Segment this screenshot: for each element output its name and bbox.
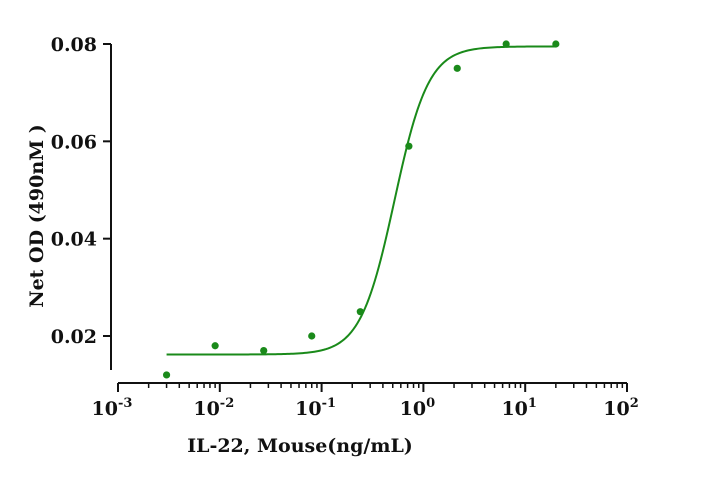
- data-point: [308, 332, 316, 340]
- data-point: [211, 342, 219, 350]
- data-point: [552, 40, 560, 48]
- y-tick-label: 0.02: [51, 326, 97, 348]
- data-point: [502, 40, 510, 48]
- x-axis-title: IL-22, Mouse(ng/mL): [187, 435, 413, 457]
- x-tick-label: 101: [501, 396, 537, 420]
- y-axis-title: Net OD (490nM ): [26, 124, 48, 308]
- data-point: [260, 347, 268, 355]
- x-tick-label: 10-2: [193, 396, 234, 420]
- data-point: [356, 308, 364, 316]
- data-point: [405, 142, 413, 150]
- y-tick-label: 0.06: [51, 131, 97, 153]
- data-points: [162, 40, 560, 379]
- y-tick-label: 0.08: [51, 34, 97, 56]
- axes: 0.02 0.04 0.06 0.08 10-3 10-2 10-1 100 101 102: [51, 34, 639, 420]
- y-tick-label: 0.04: [51, 229, 97, 251]
- x-tick-label: 10-3: [92, 396, 133, 420]
- data-point: [162, 371, 171, 379]
- fit-curve: [166, 45, 556, 356]
- x-tick-label: 102: [603, 396, 639, 420]
- x-tick-label: 10-1: [295, 396, 336, 420]
- x-tick-label: 100: [400, 396, 436, 420]
- data-point: [453, 64, 461, 72]
